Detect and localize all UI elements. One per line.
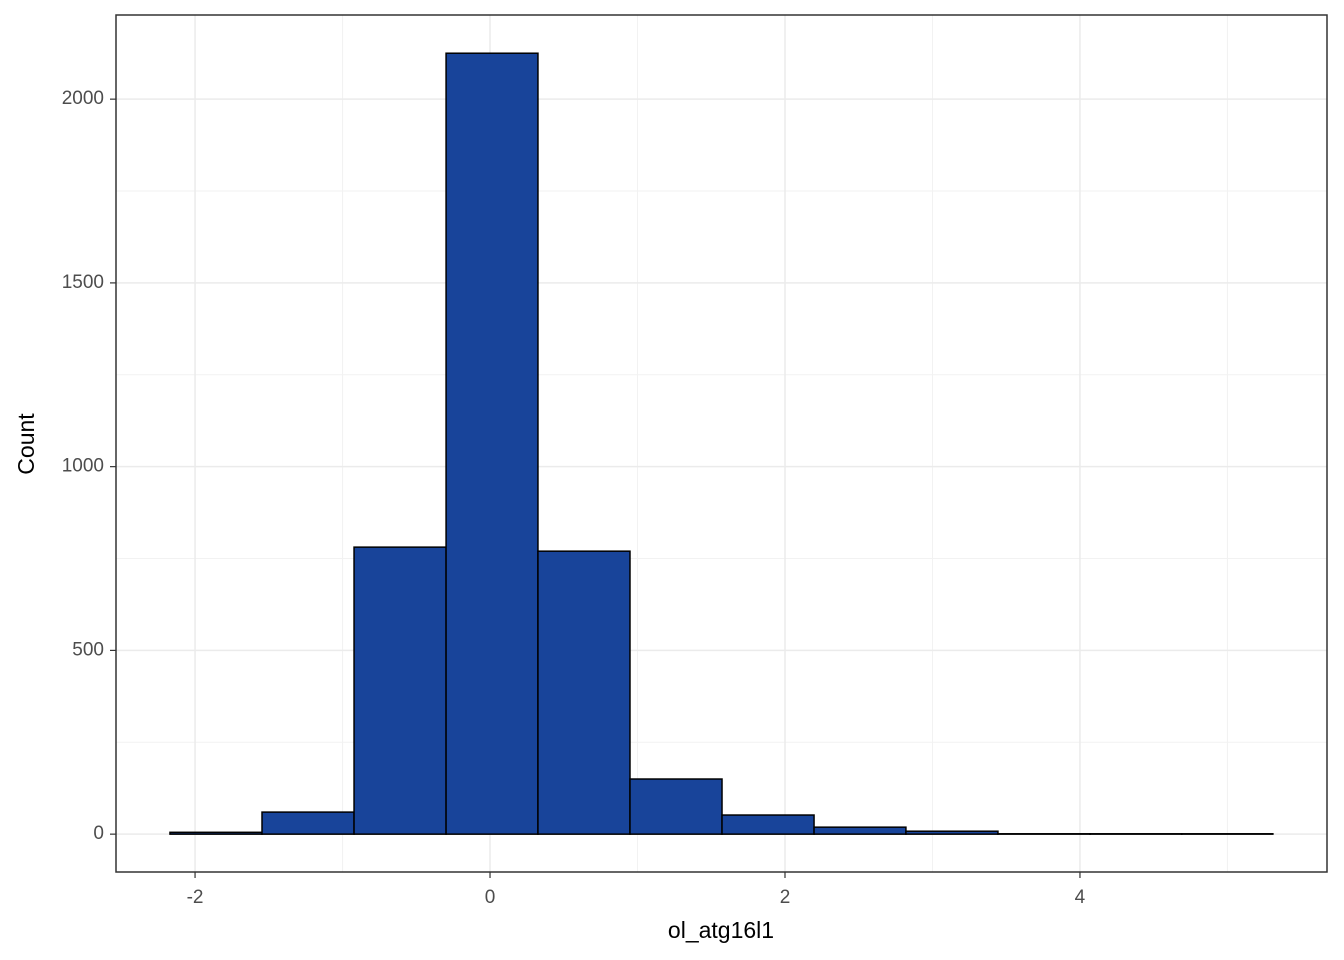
y-tick-label: 1000: [62, 456, 104, 477]
bar: [169, 831, 263, 835]
plot-border: [115, 14, 1328, 873]
bar: [721, 814, 815, 835]
bar: [813, 826, 907, 835]
x-tick-label: 2: [780, 887, 791, 908]
bar: [261, 811, 355, 835]
y-tick-label: 0: [93, 823, 104, 844]
bar: [629, 778, 723, 835]
bar: [905, 830, 999, 835]
x-tick-label: 4: [1075, 887, 1086, 908]
x-axis-title: ol_atg16l1: [668, 917, 774, 943]
x-tick-label: 0: [485, 887, 496, 908]
x-tick-label: -2: [187, 887, 204, 908]
bar: [537, 550, 631, 835]
bar: [445, 52, 539, 835]
bar: [353, 546, 447, 835]
y-axis-title: Count: [13, 413, 39, 475]
y-tick-label: 1500: [62, 272, 104, 293]
y-tick-label: 2000: [62, 88, 104, 109]
plot-background: [116, 15, 1327, 872]
y-tick-label: 500: [72, 639, 104, 660]
